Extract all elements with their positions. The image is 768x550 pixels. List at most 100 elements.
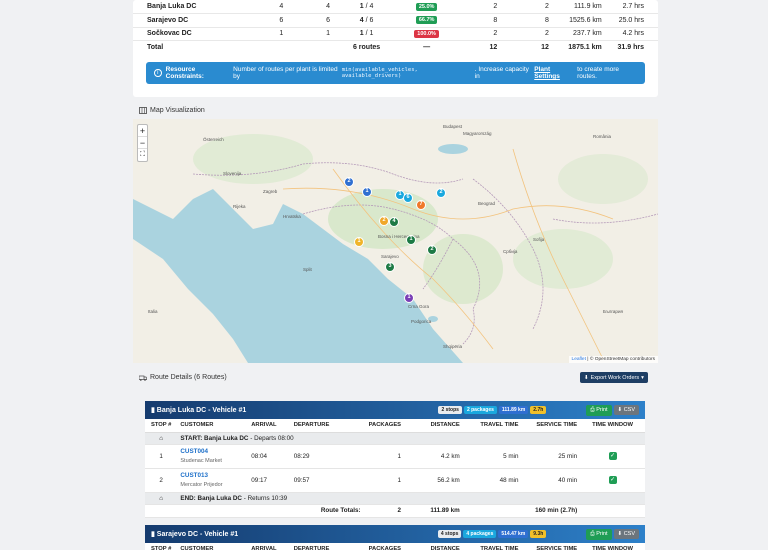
customer-link[interactable]: CUST013 [180, 472, 209, 479]
map-place-label: Zagreb [263, 189, 278, 194]
zoom-in-button[interactable]: + [138, 126, 147, 137]
distance-pill: 514.47 km [498, 530, 529, 538]
map-place-label: România [593, 134, 612, 139]
totals-distance: 111.89 km [404, 503, 463, 518]
end-sub: - Returns 10:39 [243, 494, 288, 502]
map-tiles[interactable] [133, 119, 658, 363]
column-header: STOP # [145, 543, 178, 550]
column-header: TIME WINDOW [580, 419, 645, 433]
stops-count: 2 [453, 27, 501, 41]
csv-button[interactable]: ⬇ CSV [613, 529, 639, 539]
route-stop-marker[interactable]: 7 [416, 200, 426, 210]
route-map[interactable]: Österreich Magyarország Slovenija Hrvatska B… [133, 119, 658, 363]
route-card-1: ▮ Banja Luka DC - Vehicle #1 2 stops 2 p… [145, 401, 645, 518]
service-time: 25 min [521, 444, 581, 469]
plant-summary-total-row: Total 6 routes —12 12 1875.1 km 31.9 hrs [133, 40, 658, 54]
zoom-out-button[interactable]: − [138, 138, 147, 149]
stop-number: 1 [145, 444, 178, 469]
routes-separator: / [363, 3, 370, 10]
totals-service: 160 min (2.7h) [521, 503, 581, 518]
route-stop-marker[interactable]: 2 [427, 245, 437, 255]
utilization-badge: 100.0% [414, 29, 439, 38]
plant-summary-card: Banja Luka DC 4 4 1 / 4 25.0% 2 2 111.9 km 2.7 h… [133, 0, 658, 97]
column-header: TRAVEL TIME [462, 419, 522, 433]
customer-location: Studenac Market [180, 458, 222, 464]
route-stop-marker[interactable]: 3 [385, 262, 395, 272]
route-stop-marker[interactable]: 2 [379, 216, 389, 226]
route-end-row: ⌂ END: Banja Luka DC - Returns 10:39 [145, 492, 645, 505]
stops-count: 2 [453, 0, 501, 14]
arrival-time: 09:17 [248, 468, 291, 493]
routes-used: 4 [359, 16, 364, 24]
truck-icon: ▮ [151, 531, 157, 538]
route-details-title: Route Details (6 Routes) [139, 374, 227, 381]
time-pill: 2.7h [530, 406, 547, 414]
total-distance: 111.9 km [551, 0, 605, 14]
alert-text-3: to create more routes. [577, 66, 620, 80]
route-stop-marker[interactable]: 1 [354, 237, 364, 247]
utilization-badge: 25.0% [415, 2, 438, 11]
time-window-cell: ✓ [580, 468, 645, 493]
map-place-label: Србија [503, 249, 518, 254]
route-stop-marker[interactable]: 1 [404, 293, 414, 303]
csv-label: CSV [623, 407, 635, 413]
route-stop-marker[interactable]: 4 [389, 217, 399, 227]
plant-settings-link[interactable]: Plant Settings [534, 66, 560, 80]
routes-used-cell: 1 / 1 [333, 27, 401, 41]
download-icon: ⬇ [584, 374, 589, 381]
alert-code: min(available_vehicles, available_driver… [341, 67, 418, 79]
column-header: STOP # [145, 419, 178, 433]
map-title-text: Map Visualization [150, 107, 205, 114]
route-stop-marker[interactable]: 1 [362, 187, 372, 197]
fullscreen-button[interactable]: ⛶ [140, 151, 145, 158]
customer-link[interactable]: CUST004 [180, 448, 209, 455]
print-button[interactable]: ⎙ Print [586, 528, 612, 540]
plant-name: Sočkovac DC [133, 27, 231, 41]
map-place-label: Bosna i Hercegovina [378, 234, 420, 239]
total-routes: 6 routes [333, 40, 401, 54]
print-label: Print [596, 530, 608, 537]
plant-name: Banja Luka DC [133, 0, 231, 14]
route-title-text: Sarajevo DC - Vehicle #1 [156, 531, 239, 538]
total-distance: 1875.1 km [551, 40, 605, 54]
column-header: PACKAGES [363, 419, 405, 433]
map-section-title: Map Visualization [139, 107, 205, 114]
travel-time: 48 min [462, 468, 522, 493]
osm-attribution: | © OpenStreetMap contributors [587, 357, 655, 362]
alert-title: Resource Constraints: [165, 66, 204, 80]
column-header: DEPARTURE [290, 543, 364, 550]
column-header: CUSTOMER [177, 419, 249, 433]
column-header: DISTANCE [404, 543, 463, 550]
export-label: Export Work Orders [590, 374, 640, 381]
leaflet-link[interactable]: Leaflet [571, 357, 586, 362]
packages: 1 [363, 444, 405, 469]
print-button[interactable]: ⎙ Print [586, 404, 612, 416]
column-header: TIME WINDOW [580, 543, 645, 550]
route-stops-table: STOP # CUSTOMER ARRIVAL DEPARTURE PACKAGES DI… [145, 543, 645, 550]
route-details-title-text: Route Details (6 Routes) [150, 374, 227, 381]
map-place-label: Rijeka [233, 204, 246, 209]
totals-packages: 2 [363, 503, 405, 518]
totals-label: Route Totals: [145, 503, 364, 518]
stop-number: 2 [145, 468, 178, 493]
column-header: ARRIVAL [248, 543, 291, 550]
route-stop-marker[interactable]: 2 [344, 177, 354, 187]
route-stop-marker[interactable]: 6 [403, 193, 413, 203]
map-place-label: Shqipëria [443, 344, 463, 349]
map-place-label: Sofija [533, 237, 545, 242]
depot-icon: ⌂ [159, 494, 164, 502]
route-stop-marker[interactable]: 1 [406, 235, 416, 245]
total-packages: 12 [500, 40, 552, 54]
routes-separator: / [363, 16, 370, 24]
plant-name: Sarajevo DC [133, 13, 231, 28]
utilization-badge: 66.7% [415, 16, 438, 25]
routes-used-cell: 1 / 4 [333, 0, 401, 14]
map-place-label: България [603, 309, 623, 314]
utilization-cell: 100.0% [400, 27, 454, 41]
plant-summary-row: Sočkovac DC 1 1 1 / 1 100.0% 2 2 237.7 km 4.2 hr… [133, 27, 658, 41]
route-stop-marker[interactable]: 2 [436, 188, 446, 198]
start-label: START: Banja Luka DC [180, 434, 249, 442]
check-icon: ✓ [608, 476, 617, 484]
export-work-orders-button[interactable]: ⬇ Export Work Orders ▾ [580, 372, 648, 383]
csv-button[interactable]: ⬇ CSV [613, 405, 639, 415]
